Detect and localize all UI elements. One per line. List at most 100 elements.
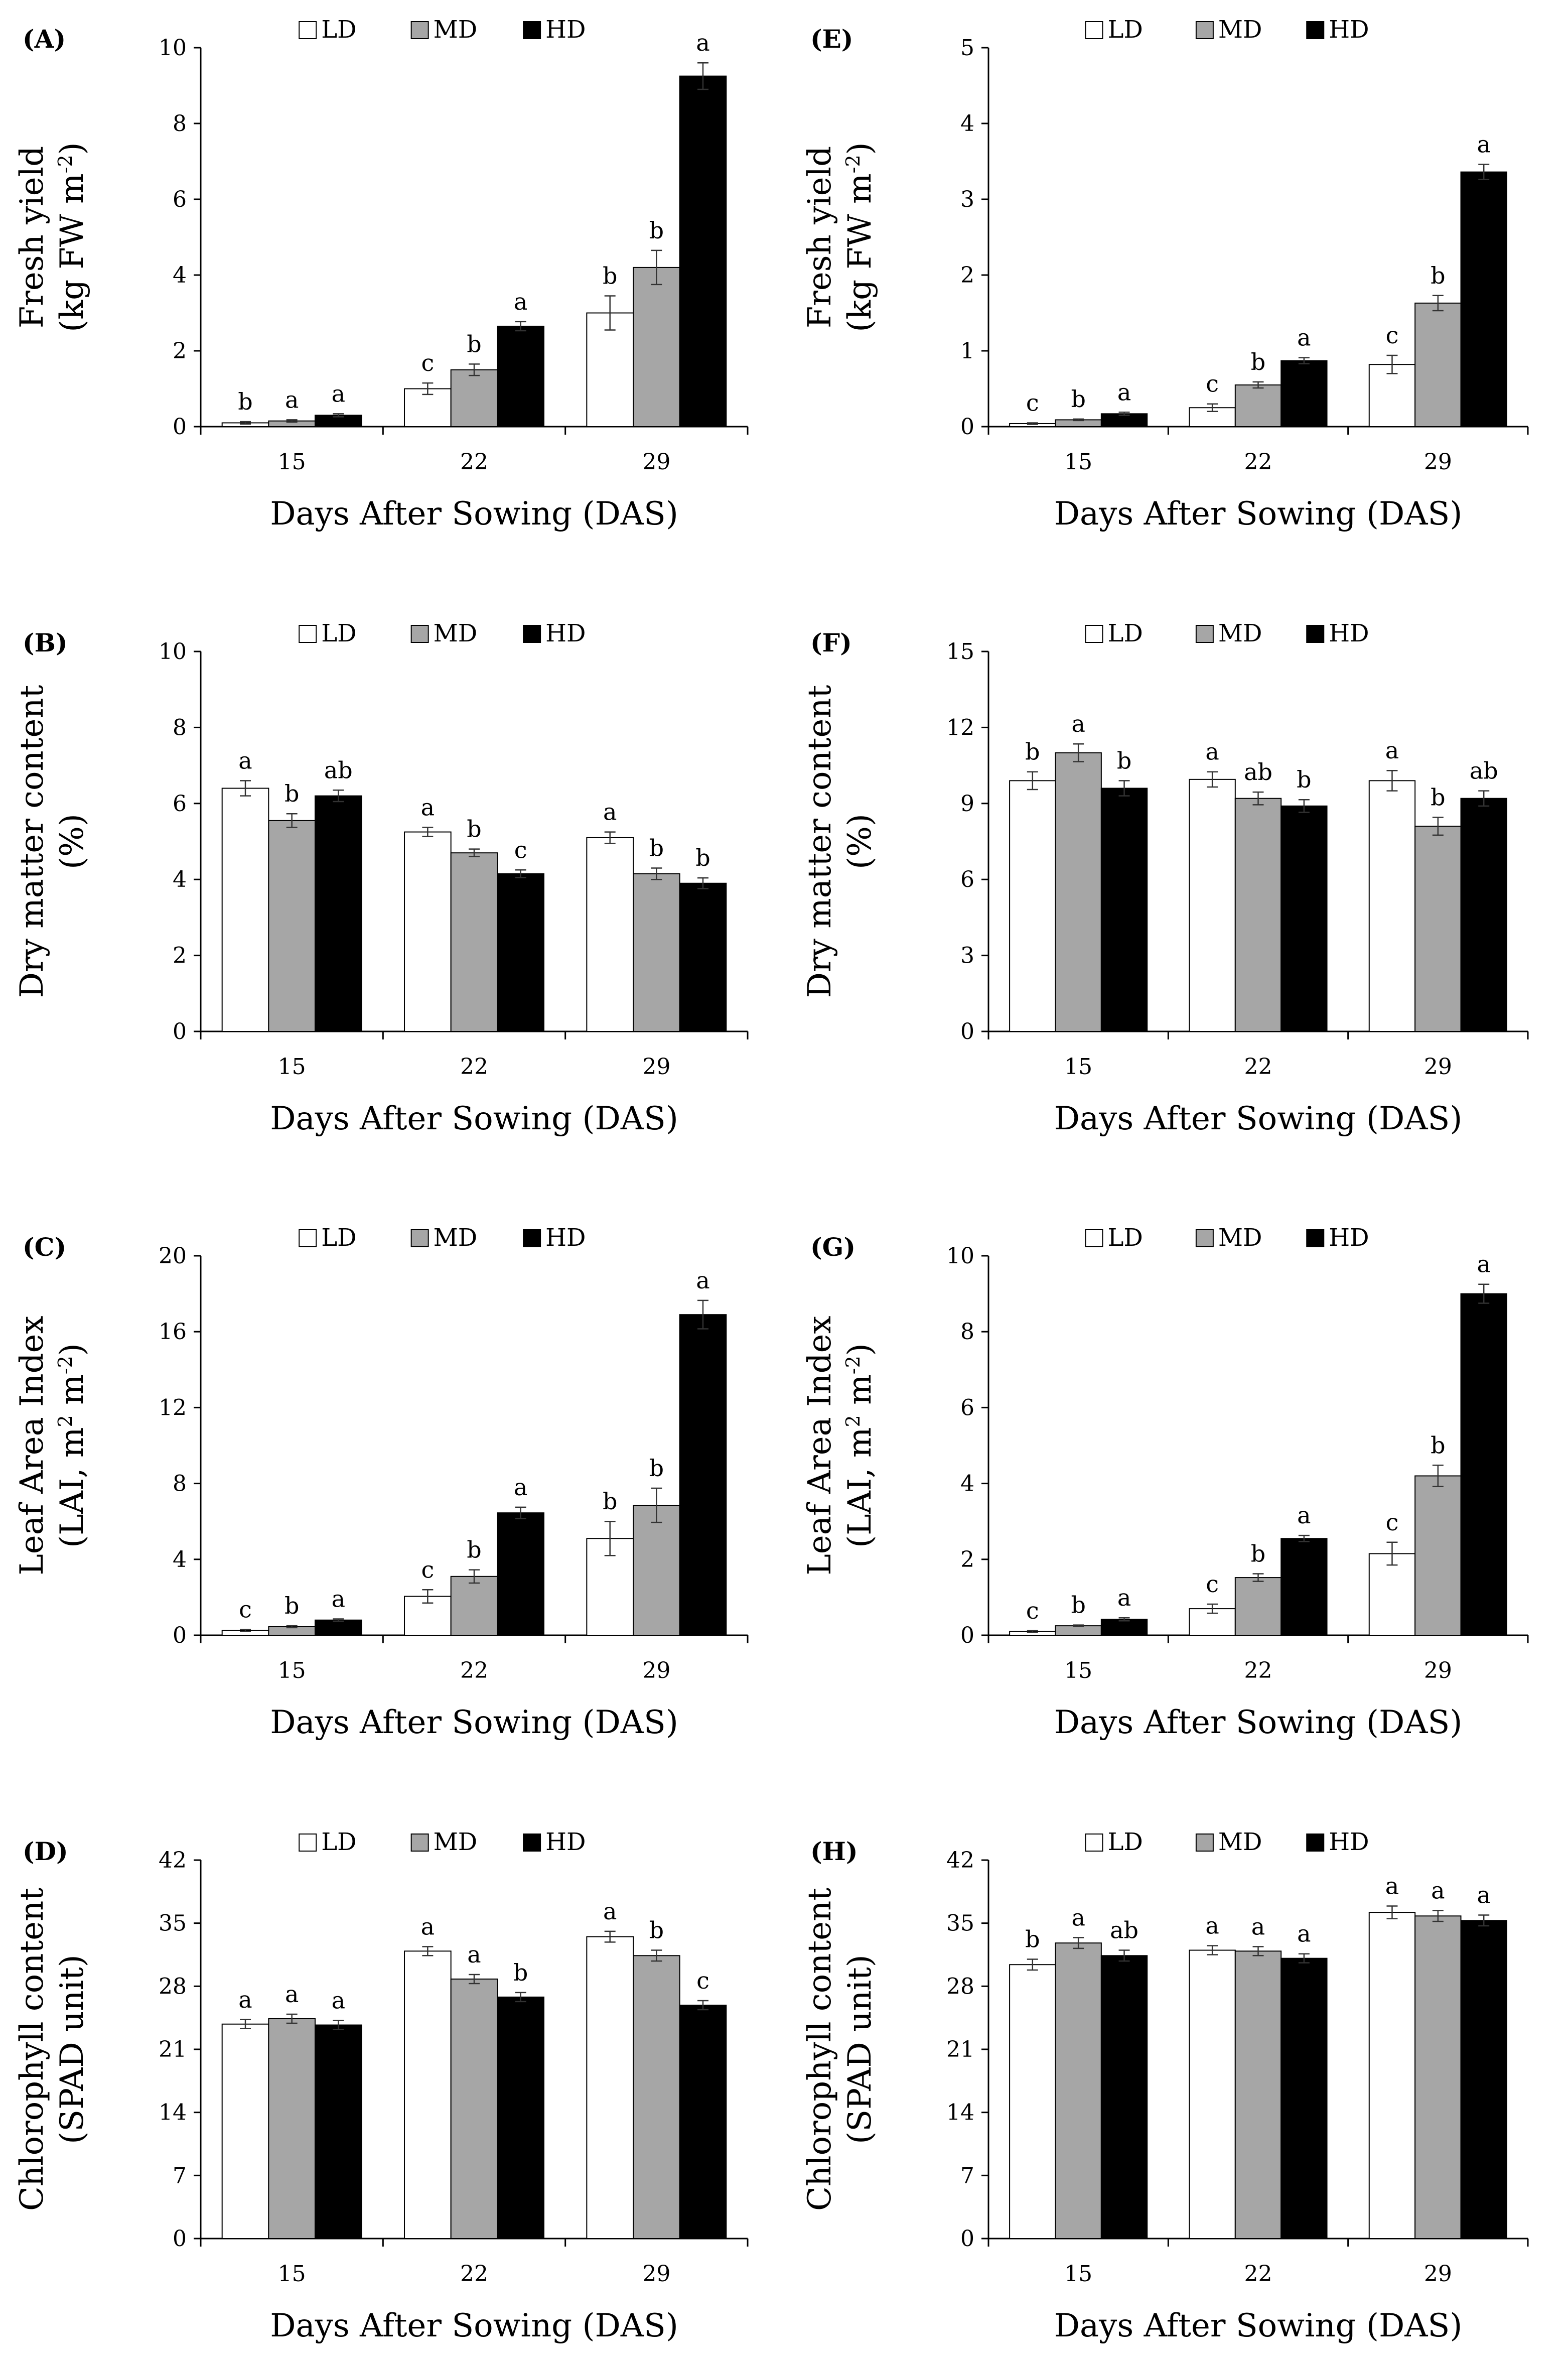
legend-label: MD xyxy=(1218,1224,1262,1252)
significance-letter: c xyxy=(1386,322,1399,349)
y-tick-label: 10 xyxy=(946,1243,974,1269)
significance-letter: b xyxy=(1025,738,1040,765)
y-tick-label: 2 xyxy=(960,263,974,288)
bar-hd xyxy=(1460,171,1507,427)
bar-md xyxy=(268,2018,316,2239)
y-tick-label: 2 xyxy=(173,338,187,364)
bar-hd xyxy=(679,75,727,427)
x-tick-label: 15 xyxy=(278,1054,306,1080)
panel-label: (G) xyxy=(810,1232,856,1262)
legend-label: HD xyxy=(1329,1224,1369,1252)
x-axis-title: Days After Sowing (DAS) xyxy=(1054,1100,1463,1137)
legend: LD MD HD xyxy=(299,16,586,44)
chart-panel: (D) 0 7 14 21 28 35 42 a a a a a b a b c 15 22 29 Days After… xyxy=(14,1828,749,2344)
bar-md xyxy=(1234,1577,1282,1636)
significance-letter: a xyxy=(285,386,299,413)
legend-swatch-md xyxy=(1195,625,1214,643)
bar-hd xyxy=(1280,1538,1328,1636)
y-axis-subtitle: (%) xyxy=(841,814,879,869)
x-tick-label: 22 xyxy=(460,1054,488,1080)
bar-md xyxy=(633,267,680,428)
panel-label: (H) xyxy=(810,1837,858,1866)
legend: LD MD HD xyxy=(299,1828,586,1856)
bar-md xyxy=(1414,302,1462,427)
y-axis-subtitle: (LAI, m2 m-2) xyxy=(841,1343,879,1548)
legend-swatch-md xyxy=(410,21,429,39)
y-tick-label: 0 xyxy=(960,414,974,440)
y-tick-label: 7 xyxy=(960,2163,974,2188)
x-tick-label: 22 xyxy=(460,1658,488,1683)
significance-letter: b xyxy=(695,844,710,871)
y-tick-label: 8 xyxy=(960,1319,974,1345)
y-tick-label: 8 xyxy=(173,1471,187,1497)
significance-letter: a xyxy=(1477,131,1490,158)
y-tick-label: 4 xyxy=(173,1547,187,1573)
x-axis-title: Days After Sowing (DAS) xyxy=(270,2307,678,2344)
y-tick-label: 21 xyxy=(159,2037,187,2062)
bar-hd xyxy=(1100,413,1148,428)
x-axis-title: Days After Sowing (DAS) xyxy=(270,1100,678,1137)
bar-hd xyxy=(497,1512,544,1636)
chart-panel: (E) 0 1 2 3 4 5 c c c b b b a a a 15 22 29 Days After Sowin… xyxy=(801,16,1529,533)
legend-label: LD xyxy=(1108,1224,1143,1252)
significance-letter: a xyxy=(1205,1912,1219,1939)
significance-letter: b xyxy=(1117,747,1131,774)
x-tick-label: 22 xyxy=(460,449,488,475)
panel-label: (C) xyxy=(23,1232,66,1262)
legend-label: LD xyxy=(321,619,356,647)
legend-swatch-hd xyxy=(1306,1834,1325,1852)
y-axis-subtitle: (%) xyxy=(54,814,91,869)
bar-ld xyxy=(404,831,452,1032)
significance-letter: b xyxy=(1025,1925,1040,1952)
legend-swatch-ld xyxy=(1085,1834,1103,1852)
x-tick-label: 15 xyxy=(1064,1658,1092,1683)
y-axis-title: Dry matter content xyxy=(801,685,838,998)
significance-letter: c xyxy=(1026,1597,1039,1624)
legend-label: HD xyxy=(545,619,586,647)
y-tick-label: 42 xyxy=(159,1848,187,1873)
significance-letter: c xyxy=(421,1556,434,1583)
x-axis-title: Days After Sowing (DAS) xyxy=(1054,2307,1463,2344)
bar-ld xyxy=(1189,778,1236,1032)
x-tick-label: 22 xyxy=(1244,1658,1272,1683)
y-axis-subtitle: (kg FW m-2) xyxy=(54,142,91,332)
legend-swatch-ld xyxy=(299,1834,317,1852)
x-axis-title: Days After Sowing (DAS) xyxy=(1054,1704,1463,1741)
y-tick-label: 10 xyxy=(159,639,187,665)
legend-label: MD xyxy=(434,619,478,647)
y-tick-label: 16 xyxy=(159,1319,187,1345)
bar-ld xyxy=(586,312,634,427)
bar-hd xyxy=(1100,788,1148,1032)
bar-md xyxy=(633,873,680,1032)
bar-md xyxy=(1234,384,1282,428)
significance-letter: a xyxy=(332,1585,345,1612)
bar-hd xyxy=(497,1996,544,2240)
bar-ld xyxy=(1368,364,1416,427)
legend-swatch-md xyxy=(410,1229,429,1247)
y-tick-label: 42 xyxy=(946,1848,974,1873)
y-tick-label: 8 xyxy=(173,111,187,137)
y-tick-label: 14 xyxy=(159,2100,187,2126)
bar-hd xyxy=(497,325,544,427)
x-axis-title: Days After Sowing (DAS) xyxy=(270,495,678,533)
significance-letter: b xyxy=(1431,262,1445,289)
legend: LD MD HD xyxy=(1085,16,1369,44)
significance-letter: a xyxy=(421,794,435,821)
significance-letter: b xyxy=(238,388,252,415)
bar-ld xyxy=(586,837,634,1032)
bar-hd xyxy=(1460,1293,1507,1636)
y-tick-label: 2 xyxy=(960,1547,974,1573)
legend-swatch-hd xyxy=(1306,1229,1325,1247)
bar-hd xyxy=(1100,1955,1148,2239)
x-tick-label: 15 xyxy=(278,1658,306,1683)
legend-swatch-md xyxy=(1195,21,1214,39)
bar-ld xyxy=(1009,780,1056,1032)
bar-hd xyxy=(1280,805,1328,1032)
y-tick-label: 20 xyxy=(159,1243,187,1269)
legend-label: MD xyxy=(434,1224,478,1252)
significance-letter: ab xyxy=(1110,1917,1138,1944)
significance-letter: c xyxy=(1206,1570,1219,1598)
